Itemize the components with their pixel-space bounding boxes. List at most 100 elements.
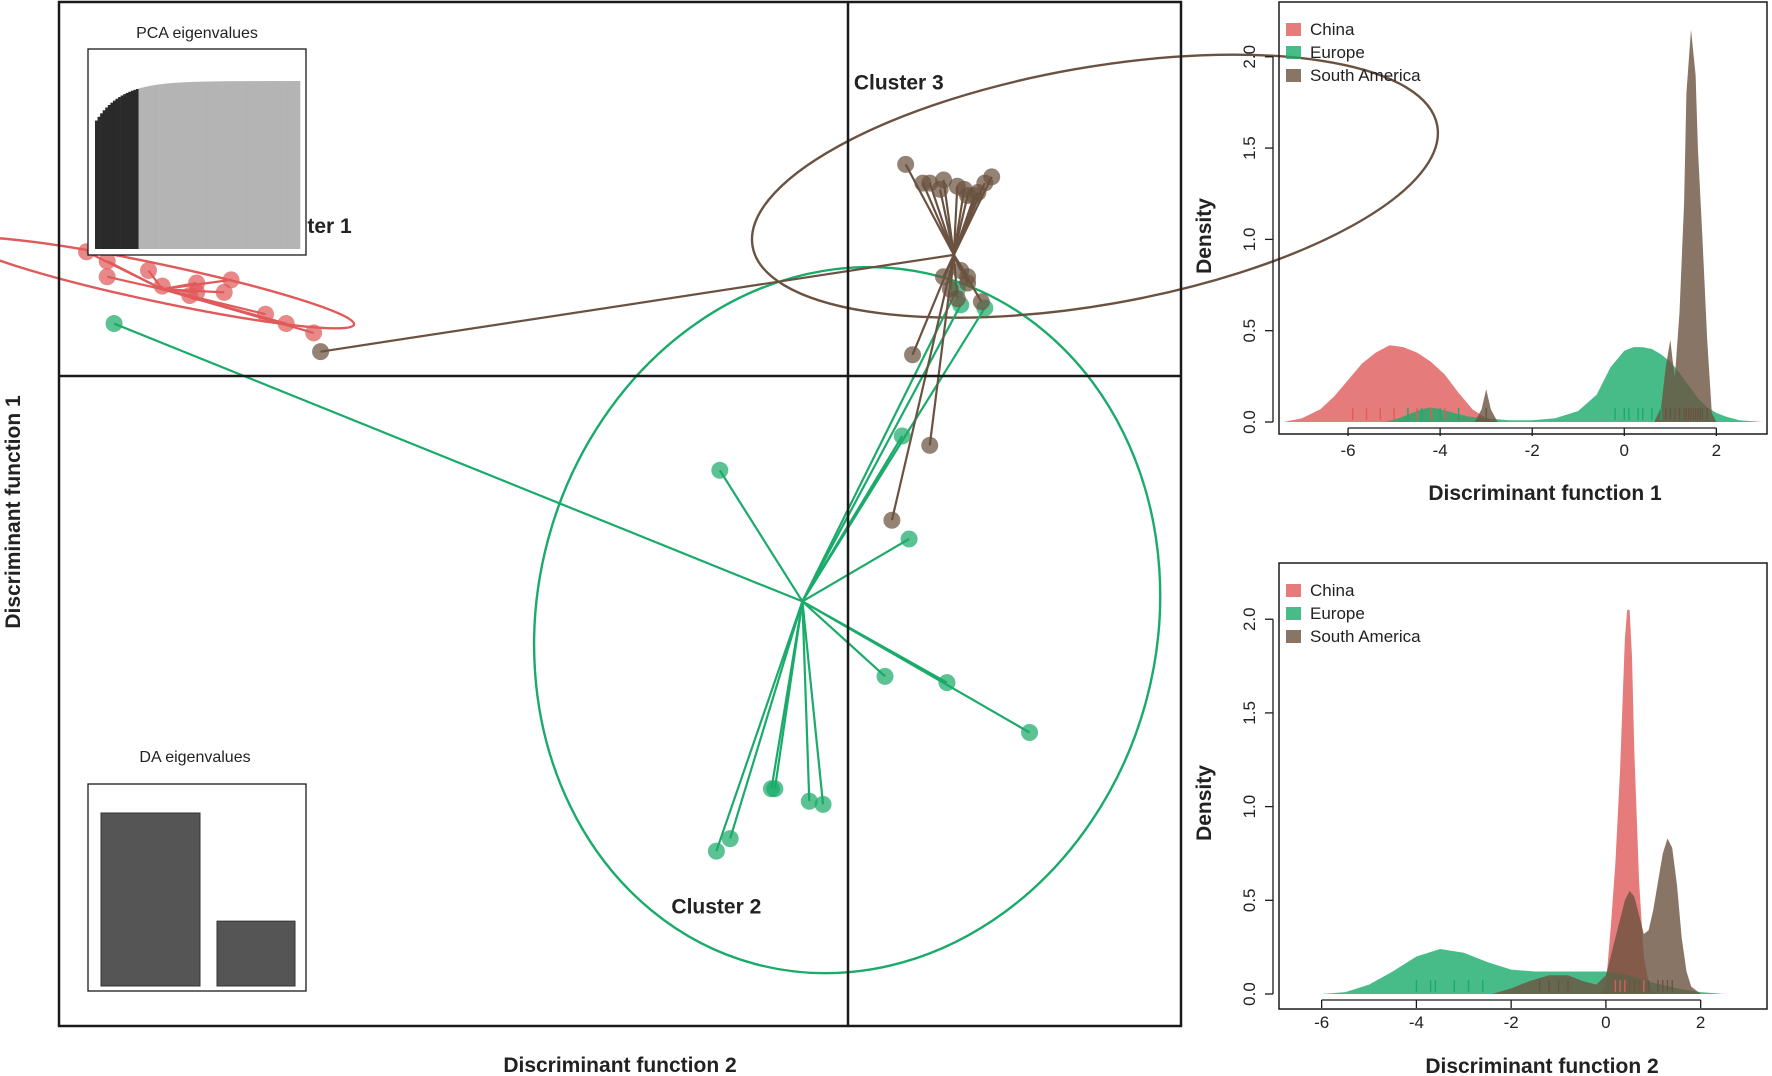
pca-bar-32 [174, 82, 178, 250]
pca-bar-31 [171, 82, 175, 250]
cluster-2-point-1 [711, 461, 729, 479]
pca-bar-59 [243, 81, 247, 249]
density-df1-legend: China Europe South America [1286, 20, 1421, 85]
pca-bar-53 [228, 81, 232, 249]
cluster-3-point-22 [935, 268, 953, 286]
cluster-2-point-9 [721, 830, 739, 848]
pca-bar-52 [225, 81, 229, 249]
pca-bar-49 [218, 81, 221, 250]
pca-bar-15 [130, 90, 134, 249]
pca-bar-62 [251, 81, 255, 249]
pca-bar-68 [266, 81, 270, 250]
cluster-3-point-20 [883, 511, 901, 529]
cluster-2-link-8 [801, 601, 825, 805]
density-df1-x-tick-label-4: 0 [1620, 441, 1629, 460]
cluster-2-point-8 [814, 795, 832, 813]
pca-bar-47 [212, 81, 216, 250]
density-df1-axes: -6 -4 -2 0 2 0.0 0.5 1.0 1.5 2.0 [1240, 45, 1721, 460]
density-df2-x-tick-label-3: -2 [1504, 1013, 1519, 1032]
pca-bar-34 [179, 82, 183, 250]
density-df1-y-tick-label-3: 1.0 [1240, 228, 1259, 252]
pca-bar-51 [223, 81, 226, 250]
density-plot-df2: -6 -4 -2 0 2 0.0 0.5 1.0 1.5 2.0 China Europe South… [1193, 562, 1768, 1076]
density-df2-legend-label-1: China [1310, 581, 1355, 600]
density-df1-x-tick-label-5: 2 [1712, 441, 1721, 460]
density-df2-x-tick-label-2: -4 [1409, 1013, 1424, 1032]
pca-bar-22 [148, 85, 152, 250]
pca-bar-70 [271, 81, 275, 250]
pca-bar-45 [207, 81, 211, 250]
plot-axes [57, 0, 1183, 1028]
pca-bar-64 [256, 81, 260, 250]
cluster-3-point-11 [935, 171, 953, 189]
pca-eigenvalues-inset: PCA eigenvalues [87, 25, 307, 256]
pca-bar-67 [264, 81, 267, 249]
cluster-3-point-19 [921, 436, 939, 454]
cluster-1-point-7 [257, 305, 275, 323]
cluster-2-link-14 [801, 307, 986, 602]
pca-bar-42 [200, 81, 203, 250]
cluster-3-point-10 [969, 183, 987, 201]
density-df2-y-tick-label-5: 2.0 [1240, 607, 1259, 631]
pca-bar-73 [279, 81, 283, 249]
density-df2-legend-label-3: South America [1310, 627, 1421, 646]
pca-bar-75 [284, 81, 288, 249]
density-df2-y-title: Density [1193, 765, 1216, 841]
cluster-1-ellipse [0, 236, 356, 330]
cluster-3-point-18 [904, 346, 922, 364]
pca-bar-30 [169, 83, 173, 249]
cluster-2-point-16 [105, 315, 123, 333]
pca-bar-28 [164, 83, 168, 249]
pca-bar-57 [238, 81, 242, 249]
cluster-points [78, 155, 1039, 860]
cluster-3-label: Cluster 3 [854, 71, 944, 94]
cluster-3-point-21 [312, 343, 330, 361]
cluster-2-link-10 [715, 601, 804, 852]
cluster-2-point-12 [893, 427, 911, 445]
cluster-3-ellipse [750, 53, 1440, 319]
pca-bar-23 [151, 85, 155, 249]
density-df1-y-title: Density [1193, 198, 1216, 274]
density-df1-x-title: Discriminant function 1 [1428, 482, 1662, 505]
main-y-axis-title: Discriminant function 1 [2, 395, 25, 629]
pca-bar-20 [143, 86, 147, 250]
pca-bar-43 [202, 81, 206, 249]
cluster-2-link-2 [801, 600, 886, 678]
cluster-3-point-16 [948, 290, 966, 308]
pca-bar-44 [205, 81, 209, 249]
density-df1-legend-label-3: South America [1310, 66, 1421, 85]
pca-bar-37 [187, 82, 191, 249]
cluster-3-link-1 [904, 163, 955, 256]
da-bar-2 [216, 920, 296, 987]
cluster-3-point-23 [959, 274, 977, 292]
density-df1-y-tick-label-2: 0.5 [1240, 319, 1259, 343]
cluster-1-point-8 [305, 324, 323, 342]
pca-bar-14 [128, 91, 132, 249]
pca-bar-72 [276, 81, 280, 249]
pca-bar-9 [115, 98, 119, 249]
cluster-2-point-11 [900, 530, 918, 548]
pca-bar-55 [233, 81, 237, 249]
density-df2-areas [1293, 609, 1749, 994]
pca-bar-40 [194, 81, 198, 250]
pca-bar-6 [107, 104, 111, 249]
plot-frame [57, 0, 1183, 1028]
pca-bar-69 [269, 81, 273, 249]
pca-bar-2 [97, 116, 101, 249]
density-df2-frame [1278, 562, 1768, 1010]
density-df2-x-tick-label-4: 0 [1601, 1013, 1610, 1032]
pca-bar-3 [100, 113, 103, 249]
density-df2-legend-swatch-1 [1286, 584, 1301, 597]
pca-eigenvalue-bars [95, 81, 301, 250]
pca-bar-10 [118, 97, 121, 250]
cluster-1-link-2 [106, 260, 163, 291]
cluster-2-link-15 [801, 304, 962, 602]
pca-bar-54 [230, 81, 234, 249]
cluster-1-point-2 [98, 252, 116, 270]
pca-bar-35 [182, 82, 185, 249]
pca-bar-38 [189, 81, 193, 249]
pca-bar-76 [287, 81, 291, 250]
pca-bar-79 [294, 81, 298, 249]
density-df1-x-tick-label-2: -4 [1433, 441, 1448, 460]
